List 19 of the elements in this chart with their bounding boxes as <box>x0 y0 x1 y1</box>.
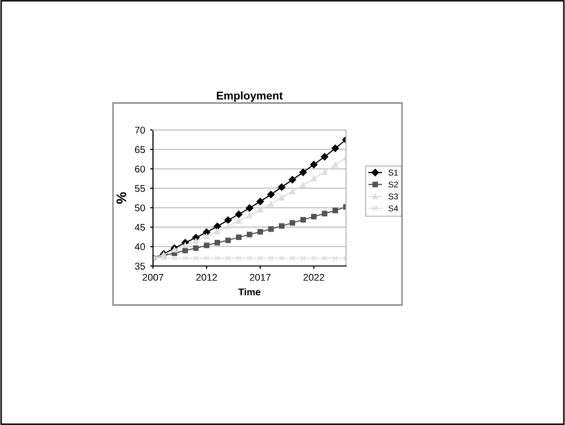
x-tick-label: 2007 <box>142 274 164 281</box>
y-tick-label: 35 <box>134 262 145 270</box>
y-tick-label: 50 <box>134 204 145 212</box>
x-axis-title: Time <box>238 288 260 296</box>
legend-label: S1 <box>388 170 398 176</box>
y-tick-label: 45 <box>134 224 145 231</box>
legend-label: S4 <box>388 205 398 212</box>
x-tick-label: 2017 <box>250 274 271 281</box>
y-tick-label: 65 <box>135 146 145 154</box>
y-tick-label: 40 <box>134 243 145 250</box>
x-tick-label: 2012 <box>196 274 217 281</box>
y-axis-title: % <box>116 192 126 204</box>
chart-title: Employment <box>216 91 283 102</box>
y-tick-label: 60 <box>135 166 145 172</box>
y-tick-label: 70 <box>135 126 145 134</box>
legend-label: S3 <box>388 194 398 200</box>
x-tick-label: 2022 <box>304 274 324 281</box>
y-tick-label: 55 <box>134 185 145 192</box>
legend-label: S2 <box>388 182 398 188</box>
